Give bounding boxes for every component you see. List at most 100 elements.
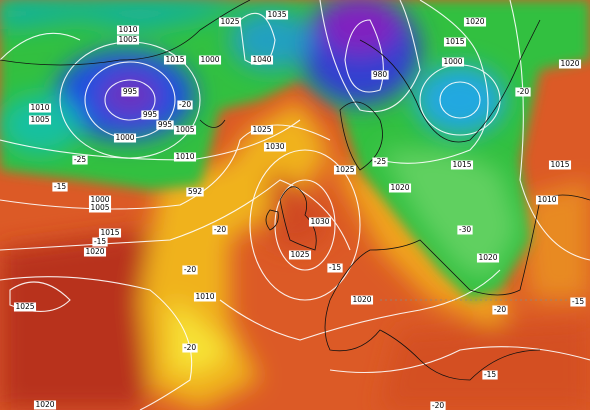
- isobar-label: 1025: [15, 302, 34, 311]
- isobar-label: 1025: [220, 17, 239, 26]
- temperature-label-box: [72, 155, 88, 165]
- isobar-label: 1025: [290, 250, 309, 259]
- isobar-label: 1005: [30, 115, 49, 124]
- isobar-label-box: [83, 247, 107, 257]
- isobar-label-box: [98, 228, 122, 238]
- isobar-label: 1010: [118, 25, 137, 34]
- temperature-label: -20: [494, 305, 506, 314]
- temperature-label-box: [212, 225, 228, 235]
- temperature-label: -20: [432, 401, 444, 410]
- isobar-label-box: [388, 183, 412, 193]
- isobar-label: 1015: [550, 160, 569, 169]
- isobar-label-box: [156, 120, 174, 130]
- temperature-label-box: [177, 100, 193, 110]
- isobar-label-box: [265, 10, 289, 20]
- isobar-label-box: [13, 302, 37, 312]
- isobar-label: 995: [143, 110, 158, 119]
- temperature-label-box: [515, 87, 531, 97]
- isobar-label-box: [263, 142, 287, 152]
- isobar-label: 1010: [30, 103, 49, 112]
- isobar-label-box: [350, 295, 374, 305]
- isobar-label-box: [450, 160, 474, 170]
- temperature-label: -15: [484, 370, 496, 379]
- isobar-label: 995: [158, 120, 173, 129]
- temperature-label-box: [570, 297, 586, 307]
- temperature-label: -15: [572, 297, 584, 306]
- isobar-label-box: [88, 195, 112, 205]
- temperature-label-box: [92, 237, 108, 247]
- temperature-label-box: [182, 265, 198, 275]
- temperature-label-box: [430, 401, 446, 410]
- isobar-label: 1000: [443, 57, 462, 66]
- isobar-label-box: [558, 59, 582, 69]
- temperature-label-box: [52, 182, 68, 192]
- temperature-label: -20: [214, 225, 226, 234]
- temperature-label: -30: [459, 225, 471, 234]
- isobar-label: 1015: [165, 55, 184, 64]
- isobar-label: 1040: [252, 55, 271, 64]
- isobar-label-box: [288, 250, 312, 260]
- isobar-label: 1020: [35, 400, 54, 409]
- isobar-label: 1020: [85, 247, 104, 256]
- isobar-label: 1030: [265, 142, 284, 151]
- isobar-label-box: [441, 57, 465, 67]
- isobar-label-box: [163, 55, 187, 65]
- coastlines: [0, 0, 590, 381]
- isobar-label-box: [193, 292, 217, 302]
- isobar-label: 1010: [537, 195, 556, 204]
- temperature-label-box: [457, 225, 473, 235]
- temperature-label: -20: [184, 265, 196, 274]
- isobar-label-box: [333, 165, 357, 175]
- isobar-label-box: [443, 37, 467, 47]
- isobar-label-box: [141, 110, 159, 120]
- isobar-label-box: [308, 217, 332, 227]
- isobar-label-box: [173, 152, 197, 162]
- isobar-label: 1005: [118, 35, 137, 44]
- temperature-label: -15: [54, 182, 66, 191]
- isobar-label-box: [173, 125, 197, 135]
- isobar-label: 1000: [115, 133, 134, 142]
- isobar-label: 1000: [90, 195, 109, 204]
- isobar-label: 1010: [195, 292, 214, 301]
- isobar-label: 1020: [560, 59, 579, 68]
- temperature-label: -20: [517, 87, 529, 96]
- isobar-label: 1005: [90, 203, 109, 212]
- temperature-label: -25: [74, 155, 86, 164]
- isobar-label: 1025: [335, 165, 354, 174]
- isobar-label-box: [28, 115, 52, 125]
- isobar-label-box: [218, 17, 242, 27]
- isobar-label: 1020: [465, 17, 484, 26]
- temperature-label: -20: [184, 343, 196, 352]
- isobar-label: 1010: [175, 152, 194, 161]
- temperature-label-box: [182, 343, 198, 353]
- isobar-label-box: [88, 203, 112, 213]
- isobar-label-box: [186, 187, 204, 197]
- isobar-label: 1025: [252, 125, 271, 134]
- isobar-label-box: [371, 70, 389, 80]
- isobar-label: 1015: [100, 228, 119, 237]
- isobar-label: 995: [123, 87, 138, 96]
- isobar-label-box: [250, 55, 274, 65]
- isobar-label: 1030: [310, 217, 329, 226]
- isobar-label-box: [28, 103, 52, 113]
- isobar-label: 1015: [452, 160, 471, 169]
- isobar-label: 1020: [390, 183, 409, 192]
- isobar-label: 980: [373, 70, 388, 79]
- isobar-label-box: [113, 133, 137, 143]
- isobar-label: 1005: [175, 125, 194, 134]
- isobar-label: 1035: [267, 10, 286, 19]
- isobar-label: 1015: [445, 37, 464, 46]
- isobar-label-box: [548, 160, 572, 170]
- isobar-label-box: [476, 253, 500, 263]
- temperature-label-box: [372, 157, 388, 167]
- isobar-label: 1020: [352, 295, 371, 304]
- isobar-label-box: [463, 17, 487, 27]
- isobar-label-box: [116, 35, 140, 45]
- temperature-label: -20: [179, 100, 191, 109]
- isobar-label-box: [33, 400, 57, 410]
